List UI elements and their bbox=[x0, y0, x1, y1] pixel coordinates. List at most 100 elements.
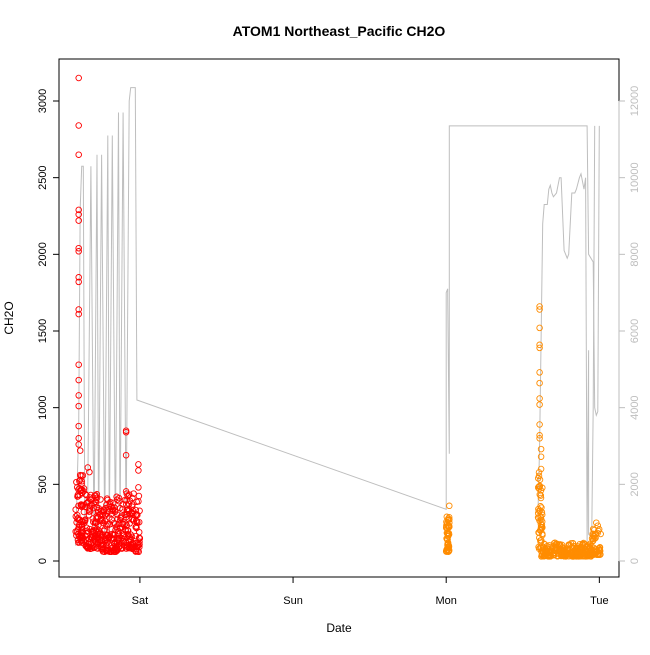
axes-layer: 0 500 1000 1500 2000 2500 3000 0 2000 4000 6000 800… bbox=[37, 86, 641, 607]
data-point bbox=[120, 530, 128, 538]
data-point bbox=[75, 217, 82, 224]
data-point bbox=[591, 548, 598, 555]
y-tick-label: 1000 bbox=[37, 395, 49, 419]
data-point bbox=[554, 552, 562, 560]
data-point bbox=[75, 206, 82, 214]
x-tick-label: Mon bbox=[435, 595, 456, 607]
data-point bbox=[122, 520, 129, 527]
data-point bbox=[536, 421, 543, 428]
data-point bbox=[92, 527, 100, 535]
data-point bbox=[116, 498, 123, 505]
data-point bbox=[103, 546, 111, 554]
data-point bbox=[538, 511, 546, 518]
data-point bbox=[101, 526, 108, 533]
data-point bbox=[78, 521, 86, 528]
y-tick-label: 2500 bbox=[37, 165, 49, 189]
data-point bbox=[126, 543, 133, 550]
data-point bbox=[123, 501, 130, 508]
data-point bbox=[104, 520, 111, 528]
y2-tick-label: 4000 bbox=[629, 395, 641, 419]
x-tick-label: Sun bbox=[283, 595, 303, 607]
data-point bbox=[123, 497, 130, 504]
data-point bbox=[85, 508, 93, 515]
data-point bbox=[132, 517, 140, 524]
data-point bbox=[135, 467, 142, 474]
data-point bbox=[75, 422, 82, 430]
altitude-line-layer bbox=[75, 87, 600, 546]
data-point bbox=[536, 432, 543, 439]
data-point bbox=[82, 491, 89, 498]
data-point bbox=[82, 516, 89, 523]
y-tick-label: 0 bbox=[37, 558, 49, 564]
data-points-layer bbox=[72, 74, 604, 560]
data-point bbox=[75, 122, 82, 129]
data-point bbox=[110, 499, 117, 507]
x-tick-label: Sat bbox=[132, 595, 149, 607]
plot-frame bbox=[58, 58, 620, 578]
y2-tick-label: 12000 bbox=[629, 86, 641, 117]
data-point bbox=[132, 506, 140, 514]
data-point bbox=[115, 543, 122, 551]
data-point bbox=[84, 544, 91, 551]
data-point bbox=[100, 509, 108, 516]
y2-tick-label: 0 bbox=[629, 558, 641, 564]
data-point bbox=[117, 513, 125, 520]
data-point bbox=[576, 550, 583, 558]
y-tick-label: 1500 bbox=[37, 319, 49, 343]
data-point bbox=[546, 544, 554, 551]
data-point bbox=[77, 533, 85, 541]
x-tick-label: Tue bbox=[590, 595, 609, 607]
data-point bbox=[537, 453, 545, 460]
y2-tick-label: 2000 bbox=[629, 472, 641, 496]
data-point bbox=[84, 464, 92, 471]
data-point bbox=[593, 519, 600, 526]
data-point bbox=[122, 428, 130, 436]
data-point bbox=[536, 395, 543, 402]
data-point bbox=[561, 551, 569, 559]
data-point bbox=[445, 542, 453, 550]
altitude-line-1 bbox=[537, 125, 596, 542]
data-point bbox=[75, 402, 82, 410]
data-point bbox=[538, 553, 545, 560]
data-point bbox=[101, 538, 109, 545]
data-point bbox=[88, 528, 95, 536]
data-point bbox=[107, 548, 115, 555]
data-point bbox=[445, 515, 452, 522]
data-point bbox=[135, 528, 143, 536]
data-point bbox=[123, 522, 130, 529]
data-point bbox=[569, 550, 577, 557]
data-point bbox=[130, 490, 137, 497]
data-point bbox=[126, 497, 134, 505]
data-point bbox=[444, 530, 452, 537]
data-point bbox=[75, 274, 82, 281]
data-point bbox=[444, 536, 451, 543]
data-point bbox=[556, 541, 564, 548]
data-point bbox=[444, 543, 452, 551]
data-point bbox=[83, 491, 90, 499]
data-point bbox=[115, 520, 123, 528]
data-point bbox=[536, 401, 543, 408]
data-point bbox=[135, 484, 142, 491]
data-point bbox=[122, 451, 130, 459]
data-point bbox=[550, 551, 558, 559]
data-point bbox=[115, 494, 123, 502]
data-point bbox=[91, 524, 98, 531]
data-point bbox=[537, 487, 545, 494]
data-point bbox=[115, 534, 123, 542]
data-point bbox=[537, 465, 545, 473]
data-point bbox=[538, 525, 545, 533]
data-point bbox=[132, 548, 140, 555]
data-point bbox=[536, 306, 543, 313]
data-point bbox=[546, 551, 554, 558]
data-point bbox=[588, 535, 596, 542]
data-point bbox=[78, 517, 86, 525]
data-point bbox=[536, 341, 543, 349]
data-point bbox=[79, 472, 87, 479]
data-point bbox=[537, 494, 545, 502]
data-point bbox=[75, 441, 82, 448]
y2-tick-label: 6000 bbox=[629, 319, 641, 343]
data-point bbox=[445, 547, 453, 555]
data-point bbox=[87, 540, 95, 548]
data-point bbox=[592, 534, 599, 542]
